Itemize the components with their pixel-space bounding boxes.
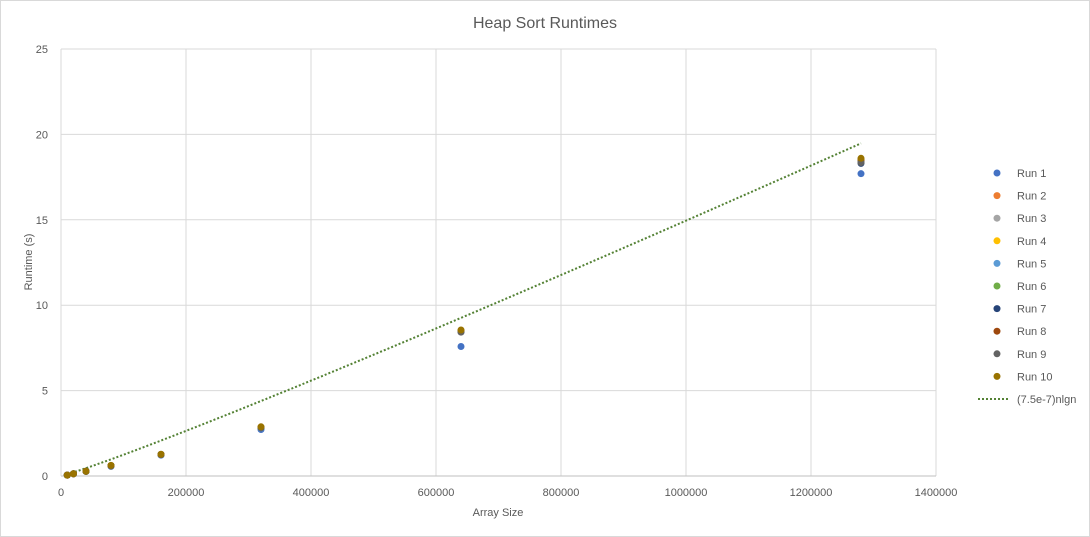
y-tick-labels: 0 5 10 15 20 25 [36,44,48,483]
data-point [157,450,165,458]
legend-label: Run 8 [1017,326,1046,338]
legend: Run 1 Run 2 Run 3 Run 4 Run 5 Run 6 Run 7 Run 8… [978,168,1076,406]
y-tick-label: 20 [36,129,48,141]
legend-marker [993,237,1001,245]
x-tick-label: 400000 [293,487,330,499]
trendline [66,142,862,476]
legend-label: Run 4 [1017,236,1046,248]
legend-label: Run 10 [1017,371,1052,383]
data-point [82,467,90,475]
trendline-path [66,142,862,476]
legend-marker [993,305,1001,313]
data-point [107,461,115,469]
legend-marker [993,192,1001,200]
data-point [457,343,465,351]
legend-label: Run 3 [1017,213,1046,225]
y-tick-label: 5 [42,386,48,398]
data-point [857,170,865,178]
y-tick-label: 10 [36,300,48,312]
legend-marker [993,372,1001,380]
series-run-1 [63,170,865,479]
data-point [457,326,465,334]
legend-label: Run 1 [1017,168,1046,180]
legend-label: Run 2 [1017,191,1046,203]
data-point [63,471,71,479]
legend-marker [993,169,1001,177]
x-tick-label: 1000000 [665,487,708,499]
x-tick-label: 200000 [168,487,205,499]
axes [60,49,936,477]
legend-label: Run 5 [1017,258,1046,270]
legend-marker [993,259,1001,267]
y-tick-label: 15 [36,215,48,227]
legend-marker [993,214,1001,222]
data-point [257,423,265,431]
legend-marker [993,282,1001,290]
y-axis-label: Runtime (s) [23,234,35,291]
legend-label: Run 7 [1017,304,1046,316]
x-tick-label: 1200000 [790,487,833,499]
y-tick-label: 0 [42,471,48,483]
legend-label: Run 9 [1017,349,1046,361]
data-points [63,154,865,479]
x-tick-label: 0 [58,487,64,499]
x-tick-labels: 0 200000 400000 600000 800000 1000000 1200000 1… [58,487,957,499]
series-run-8 [63,156,865,479]
series-run-3 [63,158,865,479]
x-tick-label: 1400000 [915,487,958,499]
data-point [857,154,865,162]
x-tick-label: 600000 [418,487,455,499]
gridlines [61,48,937,476]
series-run-6 [63,157,865,479]
series-run-5 [63,158,865,479]
legend-marker [993,327,1001,335]
legend-label: Run 6 [1017,281,1046,293]
legend-label-trendline: (7.5e-7)nlgn [1017,394,1076,406]
series-run-4 [63,156,865,479]
x-axis-label: Array Size [473,507,524,519]
series-run-10 [63,154,865,479]
chart-title: Heap Sort Runtimes [473,15,617,32]
data-point [70,470,77,478]
legend-marker [993,350,1001,358]
series-run-2 [63,156,865,479]
y-tick-label: 25 [36,44,48,56]
x-tick-label: 800000 [543,487,580,499]
